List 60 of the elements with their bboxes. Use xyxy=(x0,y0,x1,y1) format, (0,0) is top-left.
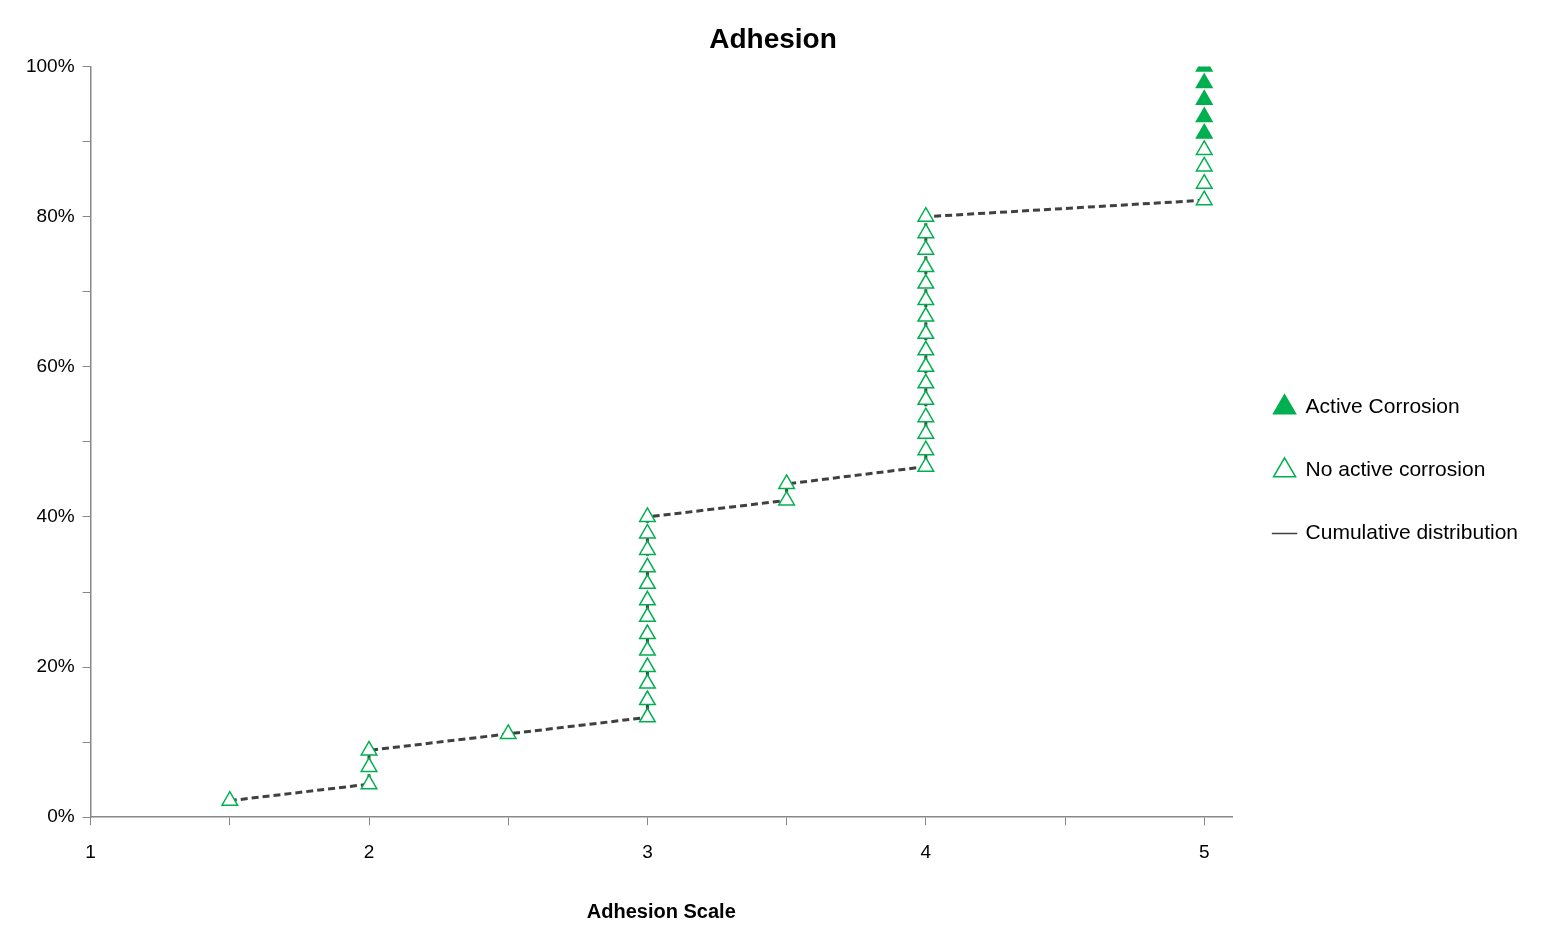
legend-label: Active Corrosion xyxy=(1305,394,1460,418)
point xyxy=(638,640,656,656)
y-tick-label: 100% xyxy=(25,54,75,76)
point xyxy=(917,306,935,322)
point xyxy=(1195,173,1213,189)
point xyxy=(917,440,935,456)
point xyxy=(638,590,656,606)
point xyxy=(917,206,935,222)
point xyxy=(1195,107,1213,123)
point xyxy=(360,740,378,756)
point xyxy=(917,407,935,423)
point xyxy=(778,474,796,490)
point xyxy=(917,240,935,255)
point xyxy=(499,724,517,740)
point xyxy=(1195,156,1213,172)
point xyxy=(638,574,656,590)
point xyxy=(360,757,378,773)
point xyxy=(917,340,935,356)
x-tick-label: 3 xyxy=(642,840,653,862)
point xyxy=(917,456,935,472)
point xyxy=(917,257,935,273)
point xyxy=(917,390,935,406)
y-tick-label: 80% xyxy=(36,204,75,226)
x-tick-label: 2 xyxy=(363,840,375,862)
x-tick-label: 1 xyxy=(85,840,96,862)
y-tick-label: 20% xyxy=(36,655,75,677)
legend-label: No active corrosion xyxy=(1305,457,1486,481)
point xyxy=(638,657,656,673)
point xyxy=(638,557,656,573)
point xyxy=(917,273,935,289)
point xyxy=(638,690,656,706)
point xyxy=(360,774,378,790)
point xyxy=(1195,140,1213,156)
point xyxy=(638,673,656,689)
point xyxy=(778,490,796,506)
point xyxy=(638,523,656,539)
y-tick-label: 0% xyxy=(47,805,75,827)
point xyxy=(917,357,935,373)
x-axis-title: Adhesion Scale xyxy=(586,899,736,922)
y-tick-label: 60% xyxy=(36,355,75,377)
legend-label: Cumulative distribution xyxy=(1305,520,1519,544)
x-tick-label: 4 xyxy=(920,840,932,862)
point xyxy=(1195,123,1213,139)
point xyxy=(638,707,656,723)
point xyxy=(917,223,935,239)
point xyxy=(1195,190,1213,206)
y-tick-label: 40% xyxy=(36,505,75,527)
point xyxy=(1195,89,1213,105)
point xyxy=(638,607,656,623)
x-tick-label: 5 xyxy=(1198,840,1210,862)
point xyxy=(1195,73,1213,89)
point xyxy=(638,507,656,523)
point xyxy=(917,324,935,340)
point xyxy=(917,290,935,306)
point xyxy=(638,624,656,640)
point xyxy=(917,373,935,389)
point xyxy=(221,790,239,806)
point xyxy=(917,423,935,439)
chart-title: Adhesion xyxy=(709,22,837,54)
point xyxy=(638,540,656,556)
